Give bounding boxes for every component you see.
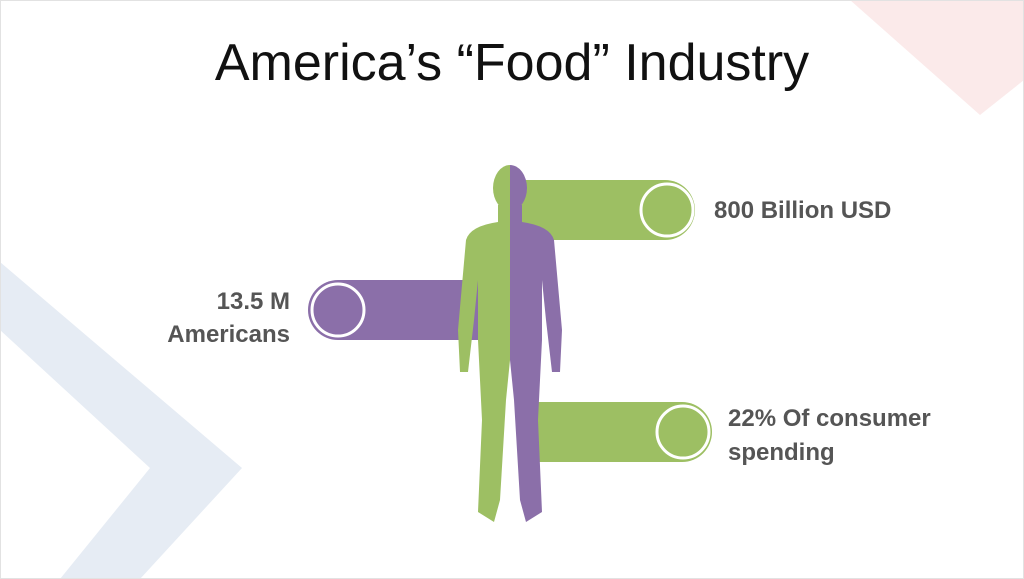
human-figure (458, 165, 562, 522)
callout-text: 800 Billion USD (714, 197, 891, 224)
title: America’s “Food” Industry (215, 34, 809, 92)
corner-decoration (850, 0, 1024, 115)
callout-dot (310, 282, 366, 338)
callout-text: spending (728, 439, 835, 466)
callout-text: 22% Of consumer (728, 405, 931, 432)
callout-text: 13.5 M (217, 288, 290, 315)
callout-dot (639, 182, 695, 238)
callout-dot (655, 404, 711, 460)
callout-text: Americans (167, 321, 290, 348)
chevron-decoration (0, 262, 242, 579)
